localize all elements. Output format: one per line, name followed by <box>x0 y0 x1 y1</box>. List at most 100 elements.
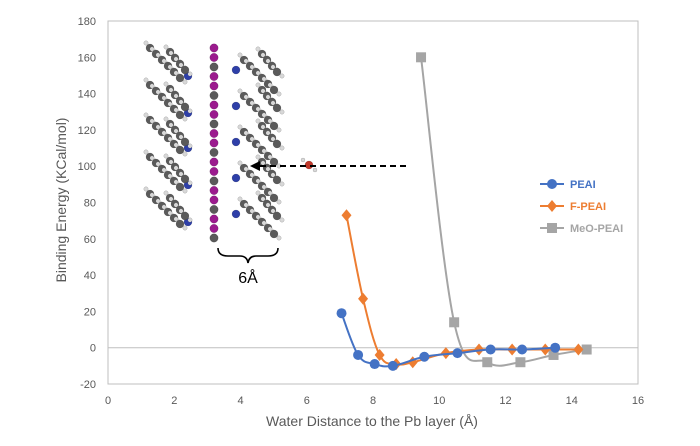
hydrogen-atom <box>178 208 184 214</box>
lead-iodide-atom <box>209 53 219 62</box>
hydrogen-atom <box>249 136 255 142</box>
data-point <box>416 52 427 63</box>
x-tick-label: 2 <box>171 395 177 407</box>
hydrogen-atom <box>168 87 174 93</box>
carbon-atom <box>272 103 282 113</box>
carbon-atom <box>269 229 279 239</box>
hydrogen-atom <box>255 118 261 124</box>
hydrogen-atom <box>255 190 261 196</box>
hydrogen-atom <box>178 171 184 177</box>
hydrogen-atom <box>182 225 188 231</box>
hydrogen-atom <box>267 154 273 160</box>
hydrogen-atom <box>260 52 266 58</box>
carbon-atom <box>175 182 185 192</box>
hydrogen-atom <box>178 62 184 68</box>
lead-iodide-atom <box>209 233 219 243</box>
lead-iodide-atom <box>209 176 219 186</box>
data-point <box>573 343 584 356</box>
hydrogen-atom <box>243 94 249 100</box>
hydrogen-atom <box>261 76 267 82</box>
series-peai <box>336 308 561 371</box>
data-point <box>474 343 484 356</box>
legend-swatch-marker <box>547 223 557 233</box>
hydrogen-atom <box>182 188 188 194</box>
hydrogen-atom <box>261 148 267 154</box>
hydrogen-atom <box>173 179 179 185</box>
hydrogen-atom <box>161 204 167 210</box>
hydrogen-atom <box>270 136 276 142</box>
hydrogen-atom <box>161 167 167 173</box>
data-point <box>440 347 451 360</box>
hydrogen-atom <box>279 145 285 151</box>
hydrogen-atom <box>173 56 179 62</box>
hydrogen-atom <box>255 142 261 148</box>
hydrogen-atom <box>143 149 149 155</box>
legend-item-f-peai: F-PEAI <box>540 200 606 213</box>
hydrogen-atom <box>168 196 174 202</box>
hydrogen-atom <box>168 122 174 128</box>
series-line <box>420 57 587 367</box>
carbon-atom <box>175 110 185 120</box>
hydrogen-atom <box>279 109 285 115</box>
hydrogen-atom <box>187 180 193 186</box>
legend-label: PEAI <box>570 179 596 191</box>
hydrogen-atom <box>167 101 173 107</box>
hydrogen-atom <box>173 93 179 99</box>
data-point <box>581 344 592 355</box>
hydrogen-atom <box>167 173 173 179</box>
data-point <box>353 349 364 360</box>
carbon-atom <box>269 121 279 131</box>
hydrogen-atom <box>249 64 255 70</box>
hydrogen-atom <box>243 58 249 64</box>
data-point <box>358 292 369 305</box>
hydrogen-atom <box>173 165 179 171</box>
data-point <box>387 360 398 371</box>
y-tick-label: 180 <box>78 16 96 28</box>
hydrogen-atom <box>237 196 243 202</box>
hydrogen-atom <box>279 217 285 223</box>
hydrogen-atom <box>267 190 273 196</box>
hydrogen-atom <box>279 181 285 187</box>
lead-iodide-atom <box>209 81 219 91</box>
hydrogen-atom <box>237 160 243 166</box>
hydrogen-atom <box>187 71 193 77</box>
hydrogen-atom <box>243 166 249 172</box>
x-tick-label: 16 <box>632 395 644 407</box>
hydrogen-atom <box>260 160 266 166</box>
data-point <box>419 351 430 362</box>
hydrogen-atom <box>260 196 266 202</box>
hydrogen-atom <box>265 166 271 172</box>
legend-swatch-marker <box>547 179 557 189</box>
hydrogen-atom <box>149 83 155 89</box>
hydrogen-atom <box>167 210 173 216</box>
hydrogen-atom <box>255 106 261 112</box>
series-f-peai <box>341 209 584 371</box>
y-tick-label: 160 <box>78 52 96 64</box>
legend: PEAI F-PEAI MeO-PEAI <box>540 179 623 235</box>
lead-iodide-atom <box>209 214 219 224</box>
carbon-atom <box>180 102 190 112</box>
hydrogen-atom <box>276 235 282 241</box>
hydrogen-atom <box>260 88 266 94</box>
hydrogen-atom <box>255 70 261 76</box>
nitrogen-atom <box>231 137 241 147</box>
carbon-atom <box>180 174 190 184</box>
molecular-structure-inset: 6Å <box>143 40 406 287</box>
hydrogen-atom <box>161 130 167 136</box>
lead-iodide-atom <box>209 72 219 81</box>
nitrogen-atom <box>231 65 241 75</box>
data-point <box>515 357 526 368</box>
hydrogen-atom <box>261 220 267 226</box>
scale-label: 6Å <box>238 268 258 287</box>
y-tick-label: 80 <box>84 198 96 210</box>
hydrogen-atom <box>163 153 169 159</box>
y-tick-label: 140 <box>78 89 96 101</box>
series-layer <box>336 52 592 371</box>
hydrogen-atom <box>265 58 271 64</box>
hydrogen-atom <box>267 118 273 124</box>
hydrogen-atom <box>255 46 261 52</box>
x-tick-label: 10 <box>433 395 445 407</box>
distance-arrow-head <box>250 161 260 171</box>
hydrogen-atom <box>182 116 188 122</box>
